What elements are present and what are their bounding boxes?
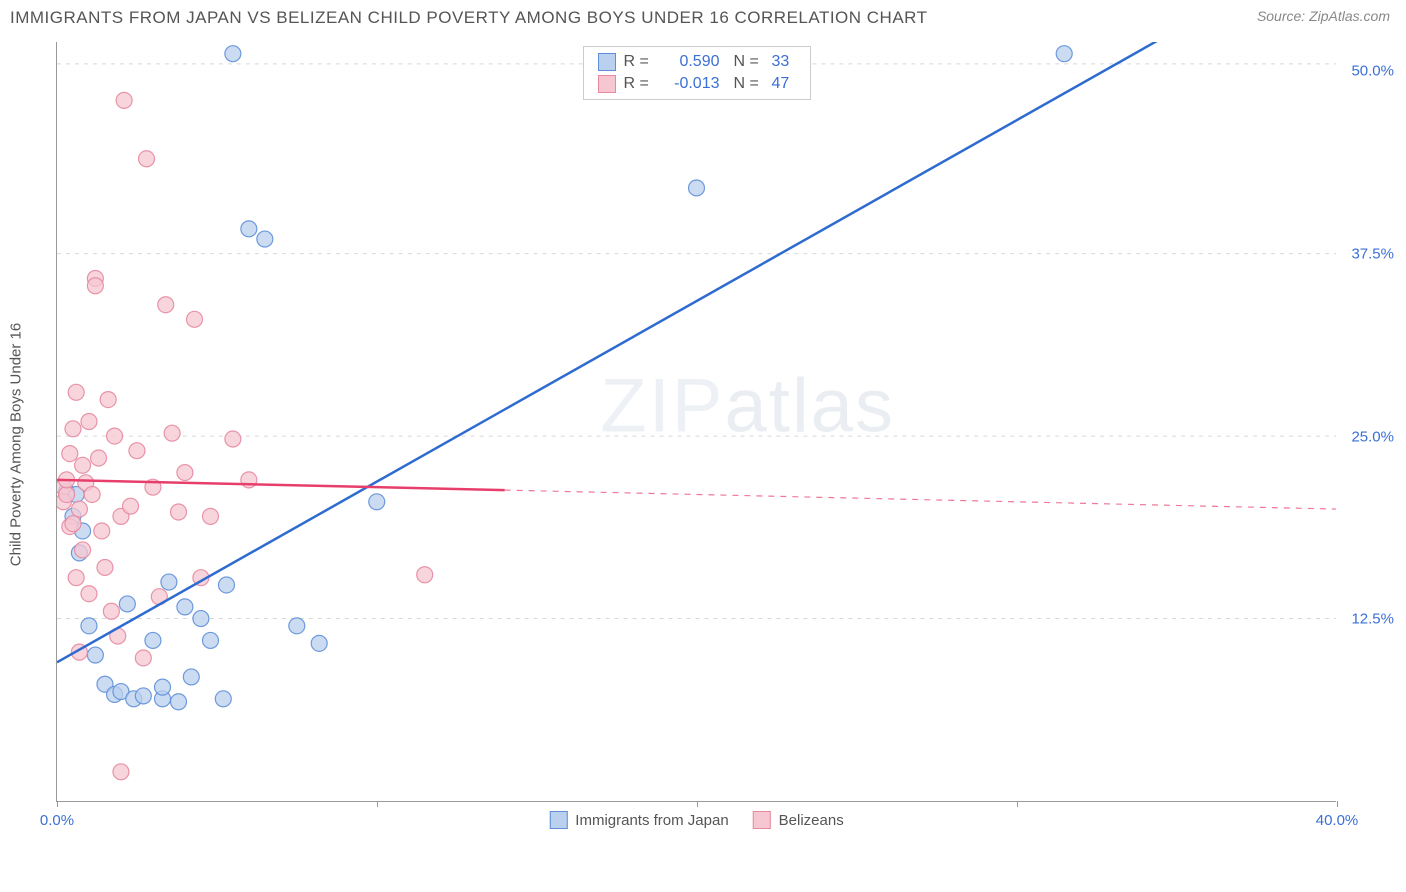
legend-label-series2: Belizeans — [779, 812, 844, 829]
n-value-series1: 33 — [772, 53, 796, 71]
r-label: R = — [624, 75, 652, 93]
correlation-chart: Child Poverty Among Boys Under 16 ZIPatl… — [48, 42, 1388, 830]
legend-item-series2: Belizeans — [753, 811, 844, 829]
legend-swatch-series1 — [598, 53, 616, 71]
y-tick-label: 25.0% — [1351, 428, 1394, 445]
legend-row-series1: R = 0.590 N = 33 — [598, 51, 796, 73]
y-tick-label: 12.5% — [1351, 611, 1394, 628]
x-tick-mark — [697, 801, 698, 807]
x-tick-mark — [1337, 801, 1338, 807]
x-tick-mark — [57, 801, 58, 807]
plot-svg — [57, 42, 1336, 801]
x-tick-label: 0.0% — [40, 812, 74, 829]
plot-area: ZIPatlas 12.5%25.0%37.5%50.0% 0.0%40.0% … — [56, 42, 1336, 802]
r-value-series2: -0.013 — [660, 75, 720, 93]
legend-row-series2: R = -0.013 N = 47 — [598, 73, 796, 95]
r-label: R = — [624, 53, 652, 71]
source-attribution: Source: ZipAtlas.com — [1257, 8, 1390, 24]
legend-label-series1: Immigrants from Japan — [575, 812, 728, 829]
n-label: N = — [734, 53, 764, 71]
chart-header: IMMIGRANTS FROM JAPAN VS BELIZEAN CHILD … — [0, 0, 1406, 32]
chart-title: IMMIGRANTS FROM JAPAN VS BELIZEAN CHILD … — [10, 8, 928, 28]
n-value-series2: 47 — [772, 75, 796, 93]
legend-swatch-series2 — [598, 75, 616, 93]
r-value-series1: 0.590 — [660, 53, 720, 71]
x-tick-mark — [1017, 801, 1018, 807]
legend-swatch-series2 — [753, 811, 771, 829]
legend-item-series1: Immigrants from Japan — [549, 811, 728, 829]
correlation-legend: R = 0.590 N = 33 R = -0.013 N = 47 — [583, 46, 811, 100]
y-tick-label: 50.0% — [1351, 63, 1394, 80]
x-tick-label: 40.0% — [1316, 812, 1359, 829]
y-tick-label: 37.5% — [1351, 245, 1394, 262]
y-axis-label: Child Poverty Among Boys Under 16 — [8, 323, 25, 566]
legend-swatch-series1 — [549, 811, 567, 829]
series-legend: Immigrants from Japan Belizeans — [549, 811, 843, 829]
n-label: N = — [734, 75, 764, 93]
x-tick-mark — [377, 801, 378, 807]
